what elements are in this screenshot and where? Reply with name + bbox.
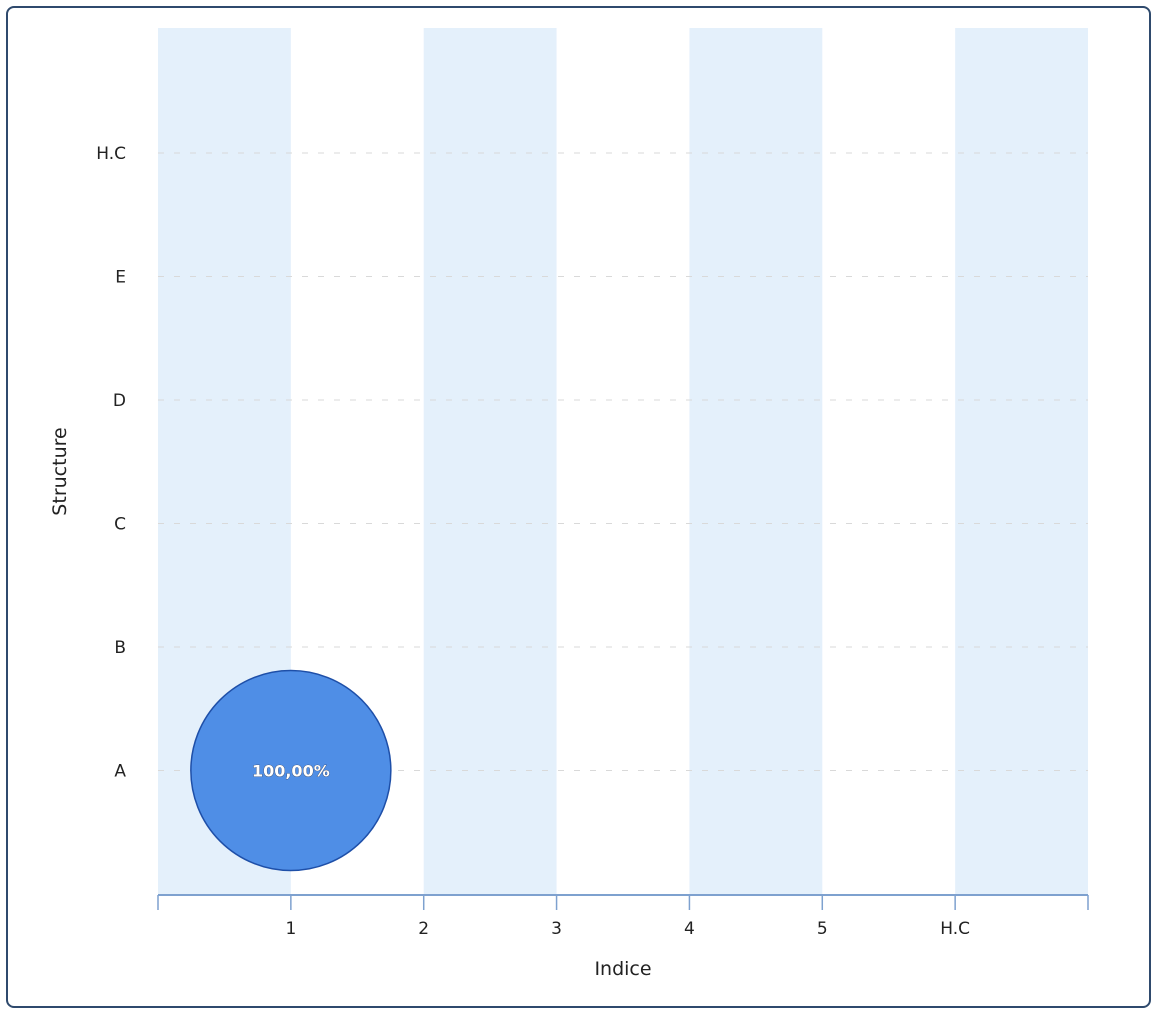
x-tick-labels: 1 2 3 4 5 H.C xyxy=(285,919,970,939)
x-axis xyxy=(157,894,1089,910)
y-tick-labels: A B C D E H.C xyxy=(96,144,126,782)
y-tick-label: B xyxy=(114,638,126,658)
y-tick-label: A xyxy=(114,762,126,782)
y-tick-label: E xyxy=(115,268,126,288)
bubble-label: 100,00% xyxy=(252,762,330,781)
x-tick-label: 5 xyxy=(817,919,828,939)
y-tick-label: D xyxy=(113,391,126,411)
gridlines xyxy=(158,152,1088,771)
column-band xyxy=(955,28,1088,895)
x-tick-label: 4 xyxy=(684,919,695,939)
y-tick-label: C xyxy=(114,515,126,535)
x-tick-label: H.C xyxy=(940,919,970,939)
y-axis-title: Structure xyxy=(49,427,71,515)
x-tick-label: 2 xyxy=(418,919,429,939)
column-band xyxy=(423,28,557,895)
bubbles: 100,00% xyxy=(190,669,392,872)
x-tick-label: 1 xyxy=(285,919,296,939)
bubble[interactable] xyxy=(190,669,392,872)
column-band xyxy=(689,28,823,895)
y-tick-label: H.C xyxy=(96,144,126,164)
x-tick-label: 3 xyxy=(551,919,562,939)
column-bands xyxy=(158,28,1088,895)
x-axis-title: Indice xyxy=(594,958,651,980)
